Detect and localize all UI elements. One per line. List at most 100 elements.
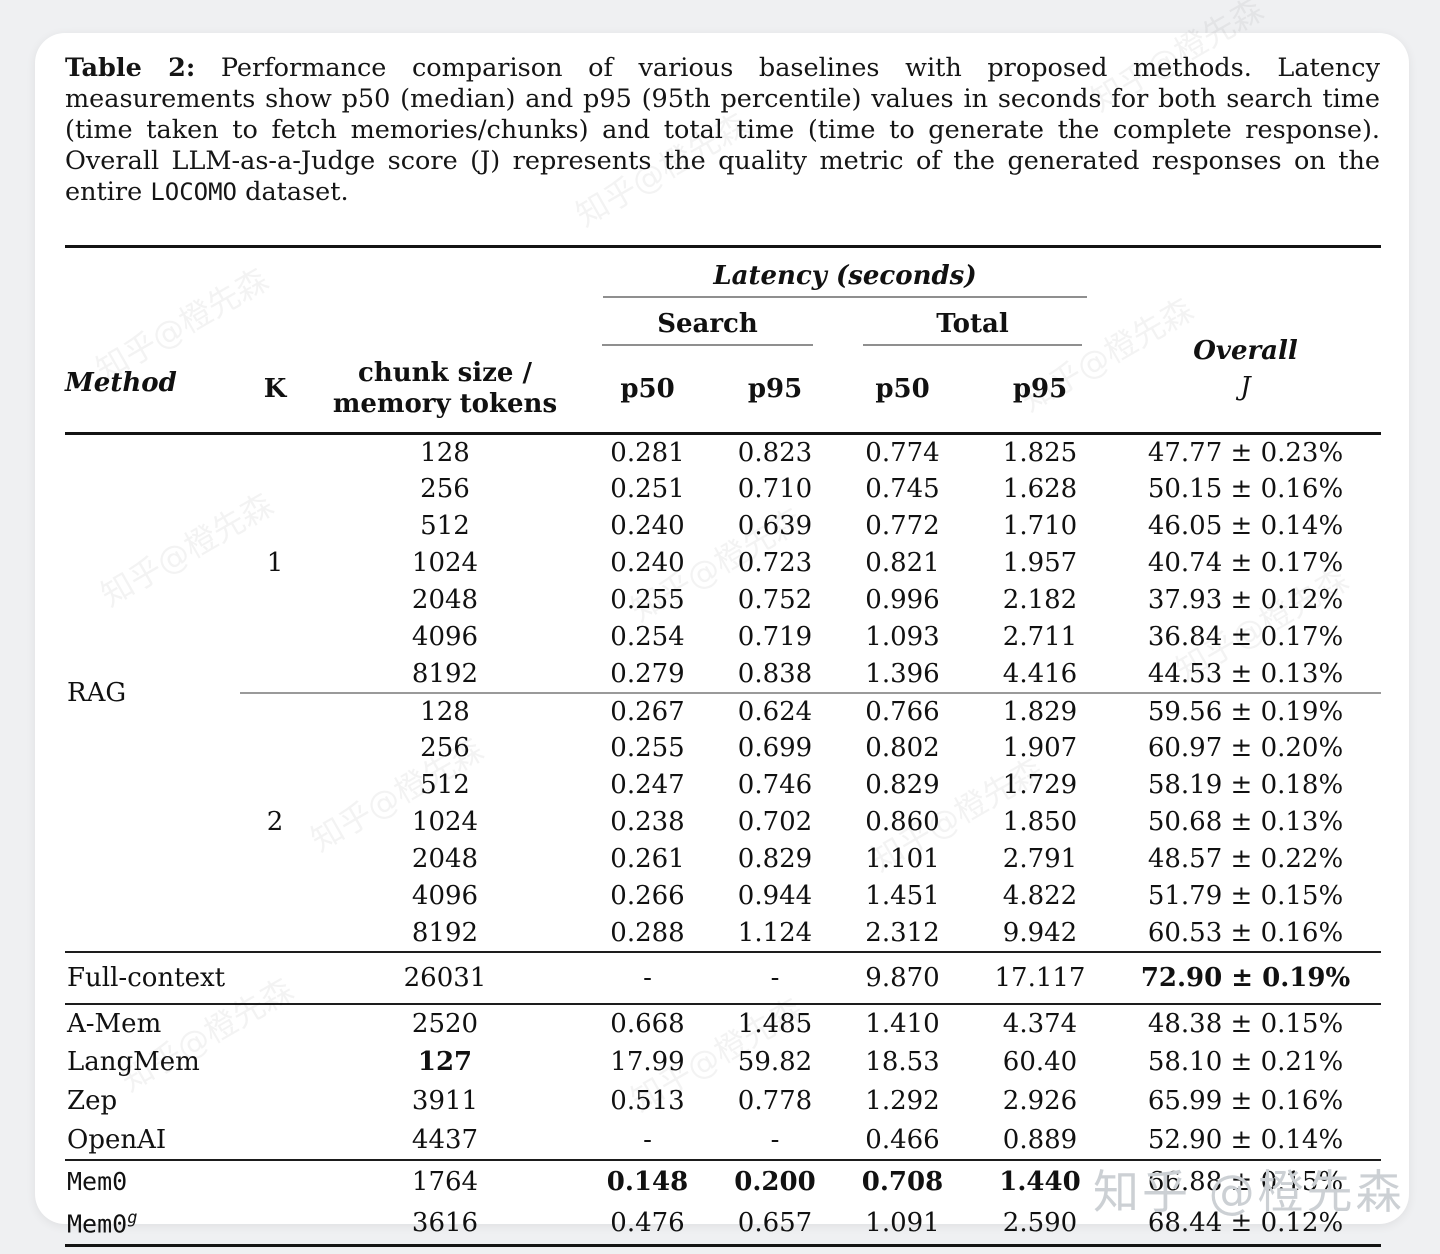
cell-chunk-size: 8192 <box>411 658 479 689</box>
table-row: RAG 1 128 0.281 0.823 0.774 1.825 47.77 ± 0.23% <box>65 434 1381 708</box>
superscript-g: g <box>127 1208 138 1229</box>
header-overall-label: Overall <box>1193 336 1298 366</box>
cell-search-p95: 0.719 <box>737 622 813 652</box>
cell-overall-j: 50.15 ± 0.16% <box>1147 474 1344 504</box>
cell-total-p95: 2.791 <box>1002 844 1078 874</box>
header-chunk-size: chunk size / memory tokens <box>310 346 580 435</box>
results-table: Method Latency (seconds) Overall J Searc… <box>65 245 1381 1247</box>
cell-total-p95: 1.957 <box>1002 548 1078 578</box>
cell-total-p50: 1.101 <box>865 844 940 874</box>
paper-card: Table 2: Performance comparison of vario… <box>35 33 1409 1247</box>
cell-chunk-size: 2048 <box>411 585 479 615</box>
cell-search-p50: 0.251 <box>610 474 685 504</box>
table-row: OpenAI 4437 - - 0.466 0.889 52.90 ± 0.14% <box>65 1121 1381 1160</box>
cell-total-p95: 1.729 <box>1002 770 1078 800</box>
cell-total-p50: 0.774 <box>865 437 940 468</box>
cell-search-p95: 0.829 <box>737 844 813 874</box>
cell-total-p50: 1.410 <box>835 1002 970 1043</box>
table-row: 256 0.251 0.710 0.745 1.628 50.15 ± 0.16% <box>65 471 1381 508</box>
cell-total-p95: 2.711 <box>1002 622 1078 652</box>
cell-search-p95: 0.710 <box>737 474 813 504</box>
cell-total-p95: 1.628 <box>1002 474 1078 504</box>
cell-total-p50: 1.451 <box>865 881 940 911</box>
caption-locomo: LOCOMO <box>150 178 238 206</box>
cell-total-p95: 9.942 <box>1002 917 1078 948</box>
cell-search-p50: 0.476 <box>610 1208 685 1239</box>
cell-total-p50: 0.745 <box>865 474 940 504</box>
cell-search-p50: 0.513 <box>610 1086 685 1116</box>
cell-search-p95: 0.944 <box>737 881 813 911</box>
table-row: 512 0.247 0.746 0.829 1.729 58.19 ± 0.18% <box>65 767 1381 804</box>
header-latency-group: Latency (seconds) <box>580 247 1110 298</box>
header-search-p95: p95 <box>715 346 835 435</box>
k-value: 1 <box>266 548 284 579</box>
cell-total-p95: 2.590 <box>1002 1208 1078 1239</box>
table-row: 2048 0.261 0.829 1.101 2.791 48.57 ± 0.22% <box>65 841 1381 878</box>
cell-total-p50: 0.802 <box>865 733 940 763</box>
cell-search-p95: 0.639 <box>737 511 813 541</box>
header-row-columns: K chunk size / memory tokens p50 p95 p50… <box>65 346 1381 435</box>
header-method: Method <box>65 246 240 435</box>
cell-overall-j: 72.90 ± 0.19% <box>1110 950 1381 1004</box>
header-search-p50: p50 <box>580 346 715 435</box>
cell-search-p50: 17.99 <box>610 1047 685 1077</box>
table-row: 2 128 0.267 0.624 0.766 1.829 59.56 ± 0.19% <box>65 691 1381 952</box>
caption-label: Table 2: <box>65 53 196 83</box>
table-row: 8192 0.288 1.124 2.312 9.942 60.53 ± 0.16% <box>65 915 1381 952</box>
cell-search-p95: 0.723 <box>737 548 813 578</box>
cell-search-p50: 0.281 <box>610 437 685 468</box>
cell-search-p95: - <box>715 950 835 1004</box>
cell-total-p95: 1.907 <box>1002 733 1078 763</box>
cell-total-p50: 1.292 <box>865 1086 940 1116</box>
cell-total-p95: 1.440 <box>970 1158 1110 1203</box>
table-row: 4096 0.254 0.719 1.093 2.711 36.84 ± 0.17% <box>65 619 1381 656</box>
header-chunk-line1: chunk size / <box>358 357 532 388</box>
cell-search-p50: 0.255 <box>610 585 685 615</box>
cell-chunk-size: 3616 <box>411 1208 479 1239</box>
cell-total-p95: 4.822 <box>1002 881 1078 911</box>
cell-chunk-size: 4437 <box>411 1124 479 1155</box>
cell-search-p50: 0.668 <box>580 1002 715 1043</box>
header-overall: Overall J <box>1110 246 1381 435</box>
cell-search-p50: - <box>580 950 715 1004</box>
cell-overall-j: 40.74 ± 0.17% <box>1147 548 1344 578</box>
method-label: Zep <box>67 1086 118 1116</box>
header-search-label: Search <box>602 309 813 346</box>
table-row: LangMem 127 17.99 59.82 18.53 60.40 58.10 ± 0.… <box>65 1043 1381 1082</box>
cell-overall-j: 48.38 ± 0.15% <box>1110 1002 1381 1043</box>
cell-search-p95: 0.752 <box>737 585 813 615</box>
cell-total-p95: 1.829 <box>970 691 1110 730</box>
header-spacer <box>240 298 580 346</box>
cell-search-p50: 0.267 <box>580 691 715 730</box>
header-row-subgroups: Search Total <box>65 298 1381 346</box>
header-total-group: Total <box>835 298 1110 346</box>
method-label: Mem0g <box>67 1208 138 1239</box>
cell-chunk-size: 4096 <box>411 881 479 911</box>
cell-search-p50: 0.240 <box>610 548 685 578</box>
cell-search-p50: 0.261 <box>610 844 685 874</box>
cell-search-p95: 0.746 <box>737 770 813 800</box>
header-latency-label: Latency (seconds) <box>603 261 1087 298</box>
method-label: Mem0 <box>65 1158 310 1203</box>
table-row: Full-context 26031- -9.870 17.117 72.90 ± 0.… <box>65 950 1381 1004</box>
cell-total-p95: 2.926 <box>1002 1086 1078 1116</box>
cell-overall-j: 37.93 ± 0.12% <box>1147 585 1344 615</box>
header-row-groups: Method Latency (seconds) Overall J <box>65 246 1381 435</box>
cell-chunk-size: 3911 <box>411 1086 479 1116</box>
caption-text-end: dataset. <box>237 177 349 207</box>
table-row: 4096 0.266 0.944 1.451 4.822 51.79 ± 0.15% <box>65 878 1381 915</box>
cell-chunk-size: 4096 <box>411 622 479 652</box>
method-label: OpenAI <box>67 1124 167 1155</box>
cell-total-p50: 18.53 <box>865 1047 940 1077</box>
cell-chunk-size: 2520 <box>310 1002 580 1043</box>
header-k: K <box>240 346 310 435</box>
cell-overall-j: 60.53 ± 0.16% <box>1147 917 1344 948</box>
cell-total-p50: 0.708 <box>835 1158 970 1203</box>
cell-search-p95: 59.82 <box>737 1047 813 1077</box>
cell-chunk-size: 512 <box>420 511 470 541</box>
header-total-p50: p50 <box>835 346 970 435</box>
table-row: 8192 0.279 0.838 1.396 4.416 44.53 ± 0.13% <box>65 656 1381 693</box>
cell-search-p50: 0.247 <box>610 770 685 800</box>
method-label: Full-context <box>65 950 310 1004</box>
table-row: 512 0.240 0.639 0.772 1.710 46.05 ± 0.14% <box>65 508 1381 545</box>
